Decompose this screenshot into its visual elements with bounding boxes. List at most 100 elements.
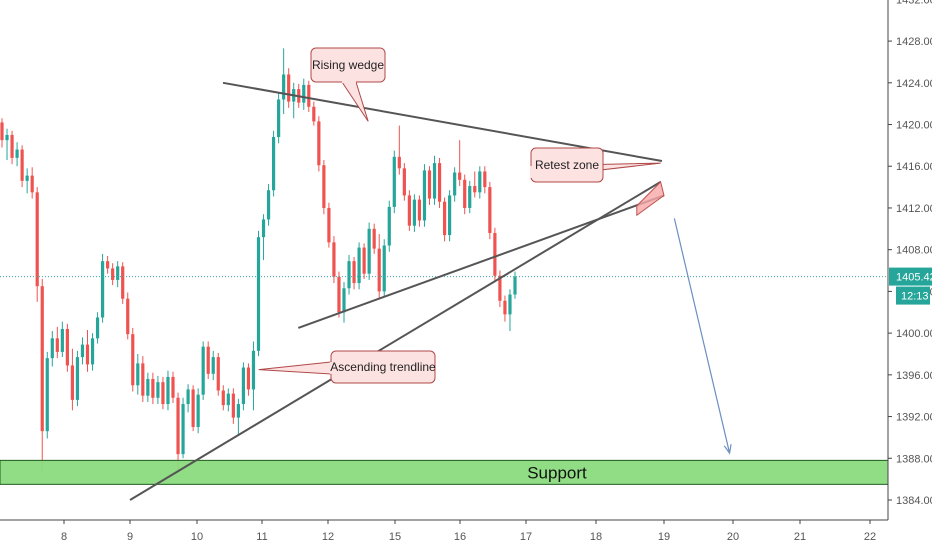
rising-wedge-callout[interactable]: Rising wedge	[310, 47, 386, 122]
candle	[387, 200, 391, 252]
time-tick-label: 21	[794, 531, 806, 543]
candle	[146, 372, 150, 402]
candle	[261, 214, 266, 261]
candle	[453, 167, 457, 202]
candle	[256, 230, 261, 357]
candle-body	[226, 393, 230, 406]
time-tick-label: 16	[454, 531, 466, 543]
candle-body	[332, 242, 336, 277]
candle-body	[478, 171, 482, 193]
candle-body	[116, 266, 120, 280]
candle	[427, 166, 432, 205]
candle-body	[10, 134, 14, 158]
candle-body	[453, 172, 457, 196]
candle-body	[377, 248, 381, 292]
candle-body	[136, 363, 140, 386]
candle	[121, 262, 125, 304]
candle	[372, 223, 376, 254]
candle	[473, 171, 477, 198]
candle-body	[357, 247, 361, 284]
candle-body	[382, 245, 386, 292]
candle	[332, 236, 336, 284]
time-tick-label: 12	[322, 531, 334, 543]
candle	[392, 150, 396, 214]
candle-body	[317, 121, 321, 166]
candle	[407, 190, 411, 231]
candle	[211, 350, 215, 381]
price-tick-label: 1432.00	[896, 0, 932, 6]
candle-body	[75, 357, 80, 400]
candle-body	[437, 163, 442, 202]
candle-body	[176, 397, 180, 455]
callouts-layer: Rising wedge Retest zone Ascending trendli…	[258, 47, 661, 384]
candle-body	[513, 276, 517, 295]
candle-body	[40, 286, 44, 432]
candle-body	[442, 201, 447, 236]
trendline-ascending[interactable]	[129, 181, 662, 501]
candle	[70, 348, 75, 411]
candle	[75, 350, 80, 407]
candle-body	[261, 219, 266, 238]
candle	[111, 263, 115, 286]
ascending-trendline-callout-pointer	[258, 361, 332, 375]
countdown-tag	[896, 286, 930, 305]
candle-body	[271, 137, 276, 191]
time-tick-label: 10	[191, 531, 203, 543]
candle-body	[422, 170, 427, 221]
candle-body	[186, 389, 190, 405]
candle	[337, 271, 341, 318]
candle	[191, 385, 195, 432]
candle	[181, 397, 185, 459]
candle-body	[483, 171, 487, 188]
candle	[317, 116, 321, 172]
candle	[513, 271, 517, 299]
candle-body	[0, 122, 4, 141]
candle	[151, 372, 155, 405]
candle-body	[251, 350, 256, 390]
candle-body	[111, 268, 115, 280]
candle-body	[473, 186, 477, 193]
candle	[126, 292, 130, 340]
candle-body	[90, 338, 95, 365]
candle	[201, 341, 205, 400]
candle-body	[448, 195, 452, 236]
candle	[40, 278, 44, 471]
candle-body	[211, 357, 215, 374]
candle-body	[367, 228, 371, 274]
price-axis[interactable]: 1384.001388.001392.001396.001400.001404.…	[887, 0, 932, 550]
candle-body	[312, 106, 316, 122]
candle	[277, 93, 281, 144]
candle-body	[498, 275, 502, 301]
candle	[141, 356, 145, 402]
candle	[362, 243, 366, 279]
candle	[422, 164, 427, 227]
current-price-tag	[889, 267, 932, 286]
ascending-trendline-callout[interactable]: Ascending trendline	[258, 350, 436, 384]
candle-body	[282, 74, 286, 100]
candle	[382, 239, 386, 297]
candle-body	[95, 317, 100, 339]
candle-body	[216, 357, 220, 391]
time-tick-label: 15	[389, 531, 401, 543]
candle	[342, 282, 346, 323]
candle-body	[181, 404, 185, 455]
candle	[312, 101, 316, 126]
time-axis-bg	[0, 520, 932, 550]
price-tick-label: 1400.00	[896, 328, 932, 340]
ascending-trendline-callout-label: Ascending trendline	[330, 360, 436, 374]
candle	[488, 181, 492, 240]
candle-body	[236, 404, 240, 418]
candle-body	[412, 199, 417, 226]
candle-body	[417, 199, 422, 221]
rising-wedge-callout-pointer	[341, 81, 369, 122]
time-tick-label: 20	[727, 531, 739, 543]
candle	[55, 326, 59, 359]
time-tick-label: 22	[864, 531, 876, 543]
retest-zone-callout[interactable]: Retest zone	[529, 147, 661, 183]
time-axis[interactable]: 8 9 10 11 12 15 16 17 18 19 20 21 22	[0, 519, 932, 550]
candle-body	[458, 172, 462, 180]
candle	[327, 202, 331, 248]
candle	[80, 337, 85, 365]
candle	[287, 68, 291, 108]
